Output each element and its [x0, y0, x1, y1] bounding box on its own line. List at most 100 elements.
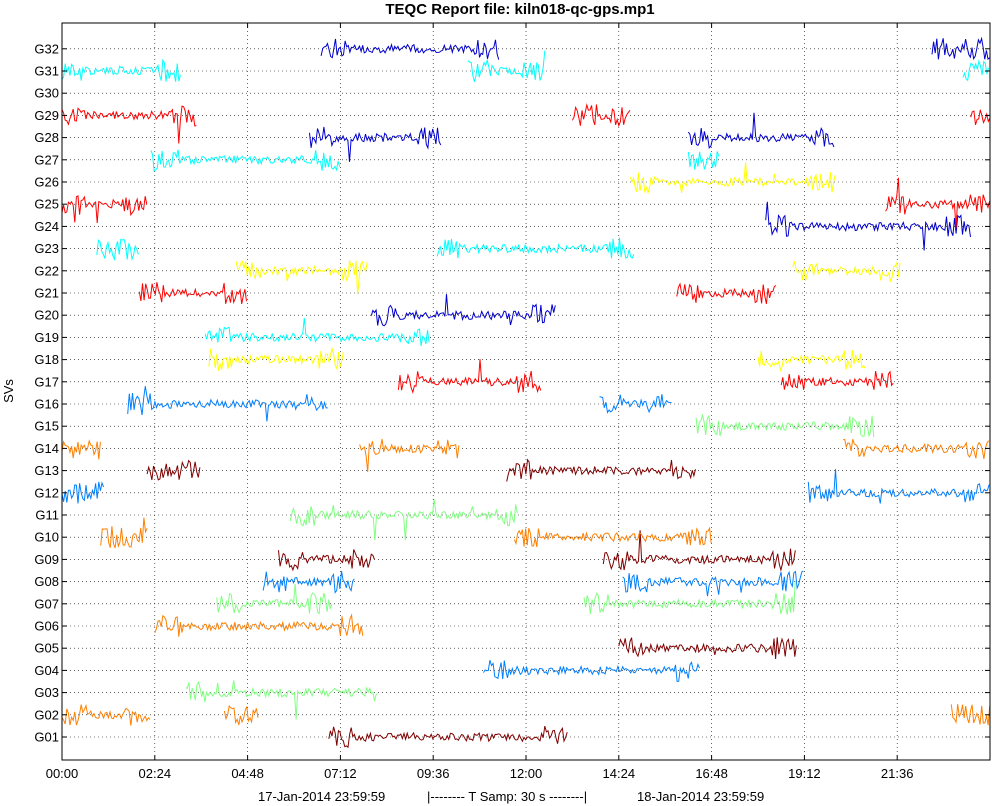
y-tick-label: G10 [34, 530, 59, 545]
y-tick-label: G21 [34, 286, 59, 301]
series-line-g06 [154, 613, 364, 637]
series-line-g29 [571, 103, 631, 128]
series-line-g04 [483, 660, 700, 682]
series-line-g14 [62, 439, 101, 460]
x-tick-label: 14:24 [603, 766, 636, 781]
y-axis-label: SVs [1, 379, 16, 403]
x-tick-label: 21:36 [881, 766, 914, 781]
y-tick-label: G04 [34, 663, 59, 678]
series-line-g02 [62, 703, 151, 726]
series-line-g10 [513, 526, 712, 547]
y-tick-label: G22 [34, 263, 59, 278]
y-tick-label: G19 [34, 330, 59, 345]
series-line-g11 [289, 499, 518, 541]
series-line-g17 [780, 370, 894, 390]
series-line-g05 [618, 637, 797, 660]
series-line-g21 [138, 282, 247, 305]
y-tick-label: G01 [34, 730, 59, 745]
series-line-g13 [146, 459, 201, 481]
series-line-g16 [127, 386, 328, 422]
series-line-g22 [792, 260, 901, 283]
series-line-g32 [320, 38, 500, 60]
series-line-g02 [223, 704, 259, 726]
series-line-g24 [765, 201, 971, 251]
series-line-g22 [235, 260, 368, 295]
x-tick-label: 02:24 [139, 766, 172, 781]
y-tick-label: G09 [34, 552, 59, 567]
series-line-g08 [262, 570, 355, 594]
y-tick-label: G05 [34, 641, 59, 656]
x-tick-label: 19:12 [788, 766, 821, 781]
series-line-g07 [216, 583, 333, 615]
series-line-g14 [359, 439, 460, 472]
series-line-g26 [629, 162, 836, 195]
y-tick-label: G13 [34, 463, 59, 478]
y-tick-label: G24 [34, 219, 59, 234]
y-tick-label: G30 [34, 86, 59, 101]
series-line-g29 [970, 109, 990, 125]
y-tick-label: G29 [34, 108, 59, 123]
y-tick-label: G03 [34, 685, 59, 700]
x-tick-label: 12:00 [510, 766, 543, 781]
x-tick-label: 09:36 [417, 766, 450, 781]
x-tick-label: 16:48 [695, 766, 728, 781]
series-line-g20 [370, 294, 556, 327]
x-tick-label: 00:00 [46, 766, 79, 781]
y-tick-label: G11 [35, 508, 59, 523]
series-line-g17 [397, 359, 542, 394]
y-tick-label: G26 [34, 175, 59, 190]
series-line-g09 [278, 549, 375, 572]
series-line-g23 [436, 237, 635, 259]
series-line-g13 [506, 458, 696, 482]
series-line-g21 [676, 282, 777, 304]
y-tick-label: G23 [34, 241, 59, 256]
y-tick-label: G31 [34, 64, 59, 79]
series-line-g25 [885, 177, 990, 229]
series-line-g12 [807, 469, 990, 504]
series-line-g31 [962, 59, 989, 82]
series-layer [62, 36, 990, 749]
series-line-g31 [467, 50, 546, 83]
x-tick-label: 07:12 [324, 766, 357, 781]
series-line-g27 [687, 151, 720, 170]
y-tick-label: G28 [34, 130, 59, 145]
series-line-g18 [757, 349, 866, 373]
series-line-g08 [622, 570, 804, 597]
y-tick-label: G06 [34, 619, 59, 634]
y-tick-label: G14 [34, 441, 59, 456]
x-tick-label: 04:48 [231, 766, 264, 781]
series-line-g12 [62, 481, 105, 504]
footer-start-date: 17-Jan-2014 23:59:59 [258, 789, 385, 804]
series-line-g25 [62, 195, 148, 224]
y-tick-label: G12 [34, 485, 59, 500]
series-line-g10 [100, 517, 148, 549]
y-tick-label: G02 [34, 707, 59, 722]
y-tick-label: G18 [34, 352, 59, 367]
footer-sampling: |-------- T Samp: 30 s --------| [427, 789, 587, 804]
series-line-g19 [204, 317, 430, 346]
y-tick-label: G15 [34, 419, 59, 434]
y-tick-label: G20 [34, 308, 59, 323]
chart-title: TEQC Report file: kiln018-qc-gps.mp1 [385, 1, 654, 18]
series-line-g28 [309, 126, 442, 162]
series-line-g02 [950, 704, 990, 726]
x-axis: 00:00 02:24 04:48 07:12 09:36 12:00 14:24 16:48… [46, 23, 914, 781]
y-tick-label: G08 [34, 574, 59, 589]
series-line-g01 [328, 725, 568, 749]
series-line-g27 [150, 149, 341, 172]
series-line-g18 [208, 346, 344, 371]
y-tick-label: G32 [34, 41, 59, 56]
series-line-g16 [599, 394, 672, 414]
series-line-g15 [695, 413, 875, 438]
series-line-g23 [96, 238, 139, 262]
series-line-g28 [687, 112, 835, 149]
series-line-g32 [931, 36, 990, 61]
series-line-g07 [583, 580, 796, 615]
y-tick-label: G17 [34, 374, 59, 389]
footer-end-date: 18-Jan-2014 23:59:59 [637, 789, 764, 804]
series-line-g29 [62, 105, 197, 144]
series-line-g09 [602, 530, 796, 572]
y-tick-label: G16 [34, 397, 59, 412]
series-line-g31 [62, 58, 181, 82]
